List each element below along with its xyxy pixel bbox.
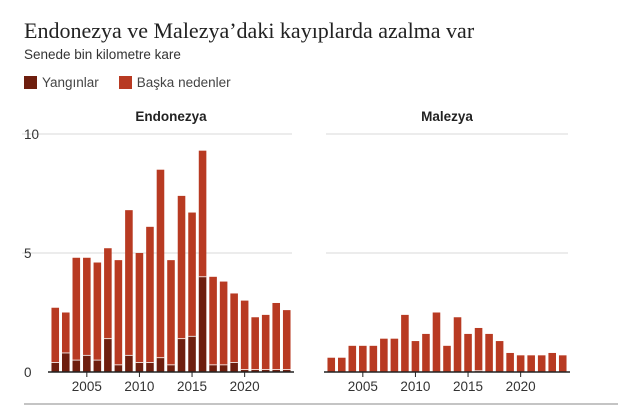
endonezya-bar-other-2016: [198, 150, 207, 277]
endonezya-bar-other-2013: [167, 260, 175, 365]
endonezya-bar-fires-2012: [156, 357, 165, 372]
endonezya-bar-fires-2023: [272, 369, 281, 372]
endonezya-bar-other-2018: [219, 281, 228, 365]
endonezya-bar-other-2011: [146, 226, 154, 363]
endonezya-bar-other-2005: [83, 257, 91, 356]
malezya-panel-title: Malezya: [421, 109, 473, 124]
malezya-bar-other-2003: [337, 357, 346, 372]
malezya-bar-other-2020: [516, 355, 525, 372]
malezya-x-tick-label-2020: 2020: [506, 379, 536, 394]
endonezya-bar-other-2010: [135, 253, 144, 363]
endonezya-bar-fires-2007: [104, 338, 112, 372]
endonezya-bar-fires-2014: [177, 338, 186, 372]
malezya-bar-other-2009: [401, 314, 409, 372]
endonezya-bar-fires-2020: [240, 369, 249, 372]
endonezya-panel-title: Endonezya: [135, 109, 207, 124]
endonezya-x-tick-label-2005: 2005: [72, 379, 102, 394]
malezya-bar-other-2007: [380, 338, 388, 372]
malezya-x-tick-label-2010: 2010: [400, 379, 430, 394]
endonezya-x-tick-label-2010: 2010: [124, 379, 154, 394]
legend: Yangınlar Başka nedenler: [24, 75, 251, 90]
malezya-bar-other-2021: [527, 355, 535, 372]
endonezya-bar-fires-2016: [198, 276, 207, 372]
malezya-bar-other-2004: [348, 345, 357, 372]
endonezya-bar-fires-2002: [51, 362, 60, 372]
endonezya-bar-other-2003: [61, 312, 70, 353]
malezya-bar-other-2002: [327, 357, 336, 372]
chart-subtitle: Senede bin kilometre kare: [24, 47, 181, 62]
y-tick-label-10: 10: [24, 127, 39, 142]
endonezya-bar-other-2021: [251, 317, 259, 370]
y-tick-label-5: 5: [24, 246, 32, 261]
endonezya-bar-fires-2021: [251, 369, 259, 372]
malezya-bar-other-2011: [422, 333, 430, 372]
malezya-bar-other-2022: [537, 355, 546, 372]
malezya-bar-other-2015: [464, 333, 472, 372]
legend-swatch-fires: [24, 76, 37, 89]
legend-swatch-other: [118, 76, 132, 89]
legend-item-fires: Yangınlar: [24, 75, 99, 90]
endonezya-bar-other-2023: [272, 302, 281, 370]
endonezya-bar-other-2022: [261, 314, 270, 370]
malezya-bar-other-2014: [453, 317, 462, 372]
malezya-bar-other-2008: [390, 338, 399, 372]
endonezya-bar-fires-2009: [125, 355, 133, 372]
malezya-bar-other-2016: [474, 327, 483, 371]
endonezya-bar-fires-2017: [209, 364, 217, 372]
endonezya-bar-fires-2005: [83, 355, 91, 372]
endonezya-bar-fires-2010: [135, 362, 144, 372]
malezya-bar-other-2006: [369, 345, 378, 372]
endonezya-bar-other-2004: [72, 257, 81, 361]
endonezya-bar-fires-2008: [114, 364, 123, 372]
endonezya-bar-other-2019: [230, 293, 238, 363]
endonezya-bar-other-2008: [114, 260, 123, 365]
endonezya-bar-other-2002: [51, 307, 60, 363]
endonezya-x-tick-label-2015: 2015: [177, 379, 207, 394]
endonezya-bar-fires-2019: [230, 362, 238, 372]
malezya-x-tick-label-2005: 2005: [348, 379, 378, 394]
endonezya-bar-fires-2003: [61, 352, 70, 372]
malezya-bar-other-2013: [443, 345, 451, 372]
endonezya-bar-fires-2011: [146, 362, 154, 372]
legend-label-fires: Yangınlar: [42, 75, 99, 90]
malezya-x-tick-label-2015: 2015: [453, 379, 483, 394]
chart-title: Endonezya ve Malezya’daki kayıplarda aza…: [24, 18, 475, 43]
endonezya-bar-other-2009: [125, 210, 133, 356]
malezya-bar-other-2017: [485, 333, 493, 372]
legend-label-other: Başka nedenler: [136, 75, 231, 90]
endonezya-bar-fires-2022: [261, 369, 270, 372]
endonezya-bar-other-2006: [93, 262, 102, 361]
malezya-bar-other-2010: [411, 341, 420, 372]
malezya-bar-other-2018: [495, 341, 504, 372]
endonezya-x-tick-label-2020: 2020: [230, 379, 260, 394]
endonezya-bar-other-2014: [177, 195, 186, 339]
legend-item-other: Başka nedenler: [118, 75, 231, 90]
y-tick-label-0: 0: [24, 365, 32, 380]
endonezya-bar-fires-2004: [72, 360, 81, 372]
malezya-bar-other-2005: [359, 345, 367, 372]
malezya-bar-other-2023: [548, 352, 557, 372]
endonezya-bar-fires-2006: [93, 360, 102, 372]
malezya-bar-other-2012: [432, 312, 441, 372]
endonezya-bar-other-2017: [209, 276, 217, 365]
endonezya-bar-other-2024: [282, 310, 291, 370]
endonezya-bar-fires-2013: [167, 364, 175, 372]
endonezya-bar-fires-2018: [219, 364, 228, 372]
endonezya-bar-other-2007: [104, 248, 112, 339]
endonezya-bar-other-2015: [188, 212, 196, 337]
endonezya-bar-other-2020: [240, 300, 249, 370]
malezya-bar-other-2019: [506, 352, 514, 372]
endonezya-bar-fires-2024: [282, 369, 291, 372]
endonezya-bar-other-2012: [156, 169, 165, 358]
endonezya-bar-fires-2015: [188, 336, 196, 372]
malezya-bar-other-2024: [558, 355, 567, 372]
